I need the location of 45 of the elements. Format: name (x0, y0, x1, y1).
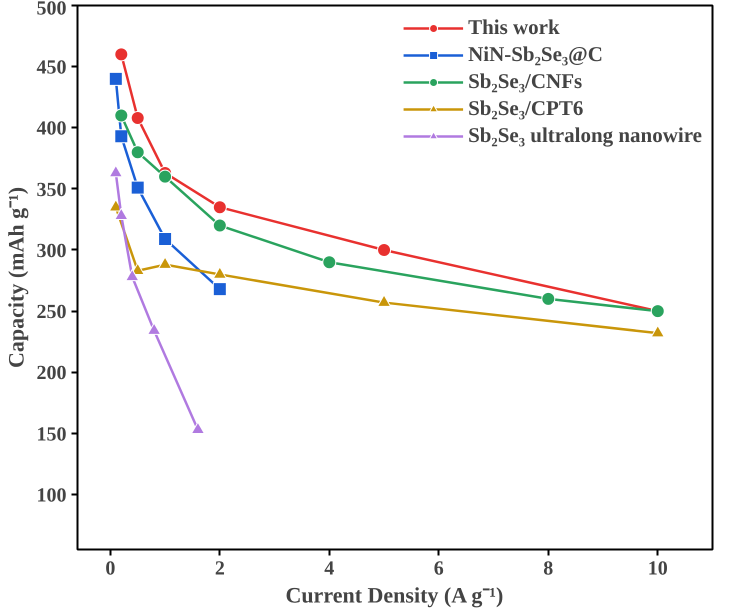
point (541, 292, 556, 306)
y-tick-label: 500 (36, 0, 66, 20)
x-tick-label: 2 (214, 558, 225, 580)
point (377, 294, 392, 307)
y-tick-label: 300 (36, 240, 66, 262)
point (108, 72, 123, 86)
x-tick-label: 6 (434, 558, 444, 580)
y-axis-title: Capacity (mAh g⁻¹) (4, 186, 28, 368)
legend-label: This work (468, 15, 560, 40)
point (158, 232, 172, 246)
y-tick-label: 150 (36, 423, 66, 446)
y-tick-label: 200 (36, 362, 66, 384)
point (114, 47, 128, 62)
y-tick-label: 450 (36, 56, 66, 79)
y-tick-label: 350 (36, 178, 66, 201)
point (212, 200, 227, 214)
point (114, 108, 128, 123)
x-tick-label: 0 (105, 558, 116, 580)
point (377, 243, 392, 257)
point (212, 282, 227, 296)
x-tick-label: 8 (543, 558, 554, 580)
y-tick-label: 100 (36, 484, 66, 506)
point (158, 256, 172, 269)
x-axis-title: Current Density (A g⁻¹) (285, 582, 504, 608)
point (158, 170, 172, 184)
legend-label: Sb₂Se₃ ultralong nanowire (468, 123, 702, 148)
legend-label: Sb₂Se₃/CPT6 (468, 96, 584, 121)
point (190, 422, 205, 434)
point (212, 266, 227, 279)
point (125, 268, 140, 282)
point (114, 208, 128, 220)
point (147, 322, 162, 335)
legend-label: Sb₂Se₃/CNFs (468, 69, 582, 94)
point (322, 255, 336, 270)
point (650, 325, 665, 338)
point (212, 218, 227, 233)
x-tick-label: 10 (648, 558, 668, 580)
point (130, 110, 145, 125)
y-tick-label: 400 (36, 118, 66, 140)
y-tick-label: 250 (36, 301, 66, 324)
point (130, 180, 145, 195)
x-tick-label: 4 (324, 558, 334, 580)
point (114, 129, 128, 144)
point (130, 145, 145, 160)
legend-label: NiN-Sb₂Se₃@C (468, 42, 603, 67)
